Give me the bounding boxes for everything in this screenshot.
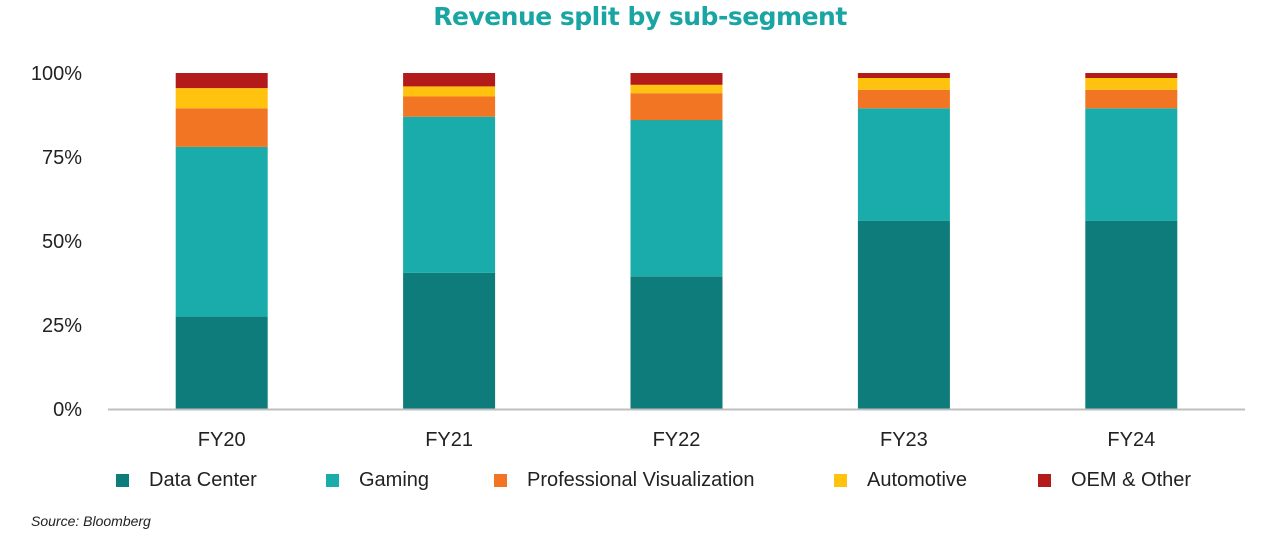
legend-label: Automotive xyxy=(867,468,968,491)
legend-swatch xyxy=(834,473,847,487)
bar-segment-fy21-data-center xyxy=(403,272,496,409)
bar-segment-fy24-oem-other xyxy=(1085,73,1178,78)
bar-segment-fy22-data-center xyxy=(630,276,723,409)
bar-segment-fy20-automotive xyxy=(175,88,268,109)
legend-swatch xyxy=(326,473,339,487)
bar-segment-fy22-oem-other xyxy=(630,73,723,85)
source-note: Source: Bloomberg xyxy=(31,513,151,529)
bar-segment-fy24-professional-visualization xyxy=(1085,89,1178,109)
bar-segment-fy21-professional-visualization xyxy=(403,96,496,117)
bar-segment-fy23-oem-other xyxy=(857,73,950,78)
bar-segment-fy20-gaming xyxy=(175,146,268,317)
bar-segment-fy21-automotive xyxy=(403,86,496,97)
chart-title: Revenue split by sub-segment xyxy=(433,2,847,31)
x-tick-label: FY20 xyxy=(198,429,246,451)
bar-segment-fy21-gaming xyxy=(403,116,496,273)
bar-segment-fy24-gaming xyxy=(1085,108,1178,221)
legend-swatch xyxy=(494,473,507,487)
bar-segment-fy22-professional-visualization xyxy=(630,93,723,121)
legend-swatch xyxy=(1038,473,1051,487)
bar-segment-fy24-automotive xyxy=(1085,78,1178,90)
y-tick-label: 100% xyxy=(31,63,82,85)
x-tick-label: FY21 xyxy=(425,429,473,451)
legend-label: Professional Visualization xyxy=(527,468,755,491)
bar-segment-fy23-automotive xyxy=(857,78,950,90)
bar-segment-fy20-data-center xyxy=(175,316,268,409)
legend-swatch xyxy=(116,473,129,487)
bar-segment-fy24-data-center xyxy=(1085,220,1178,409)
x-tick-label: FY24 xyxy=(1107,429,1155,451)
bar-segment-fy21-oem-other xyxy=(403,73,496,87)
bar-segment-fy22-gaming xyxy=(630,120,723,277)
y-tick-label: 75% xyxy=(42,147,82,169)
y-tick-label: 50% xyxy=(42,231,82,253)
bar-segment-fy23-professional-visualization xyxy=(857,89,950,109)
y-tick-label: 25% xyxy=(42,315,82,337)
bar-segment-fy23-gaming xyxy=(857,108,950,221)
legend-label: OEM & Other xyxy=(1071,468,1192,491)
bar-segment-fy22-automotive xyxy=(630,84,723,94)
legend-item: Data Center xyxy=(116,466,257,494)
legend-item: Gaming xyxy=(326,466,429,494)
bar-segment-fy20-oem-other xyxy=(175,73,268,89)
x-tick-label: FY22 xyxy=(653,429,701,451)
stacked-bar-chart: FY20 FY21 FY22 FY23 FY24 0% 25% 50% 75% 100% xyxy=(31,63,1245,451)
chart-legend: Data Center Gaming Professional Visualizat… xyxy=(0,466,1280,494)
bar-segment-fy20-professional-visualization xyxy=(175,108,268,147)
legend-label: Gaming xyxy=(359,468,430,491)
x-tick-label: FY23 xyxy=(880,429,928,451)
legend-item: Automotive xyxy=(834,466,967,494)
legend-item: OEM & Other xyxy=(1038,466,1191,494)
legend-item: Professional Visualization xyxy=(494,466,755,494)
legend-label: Data Center xyxy=(149,468,257,491)
bar-segment-fy23-data-center xyxy=(857,220,950,409)
y-tick-label: 0% xyxy=(53,399,82,421)
